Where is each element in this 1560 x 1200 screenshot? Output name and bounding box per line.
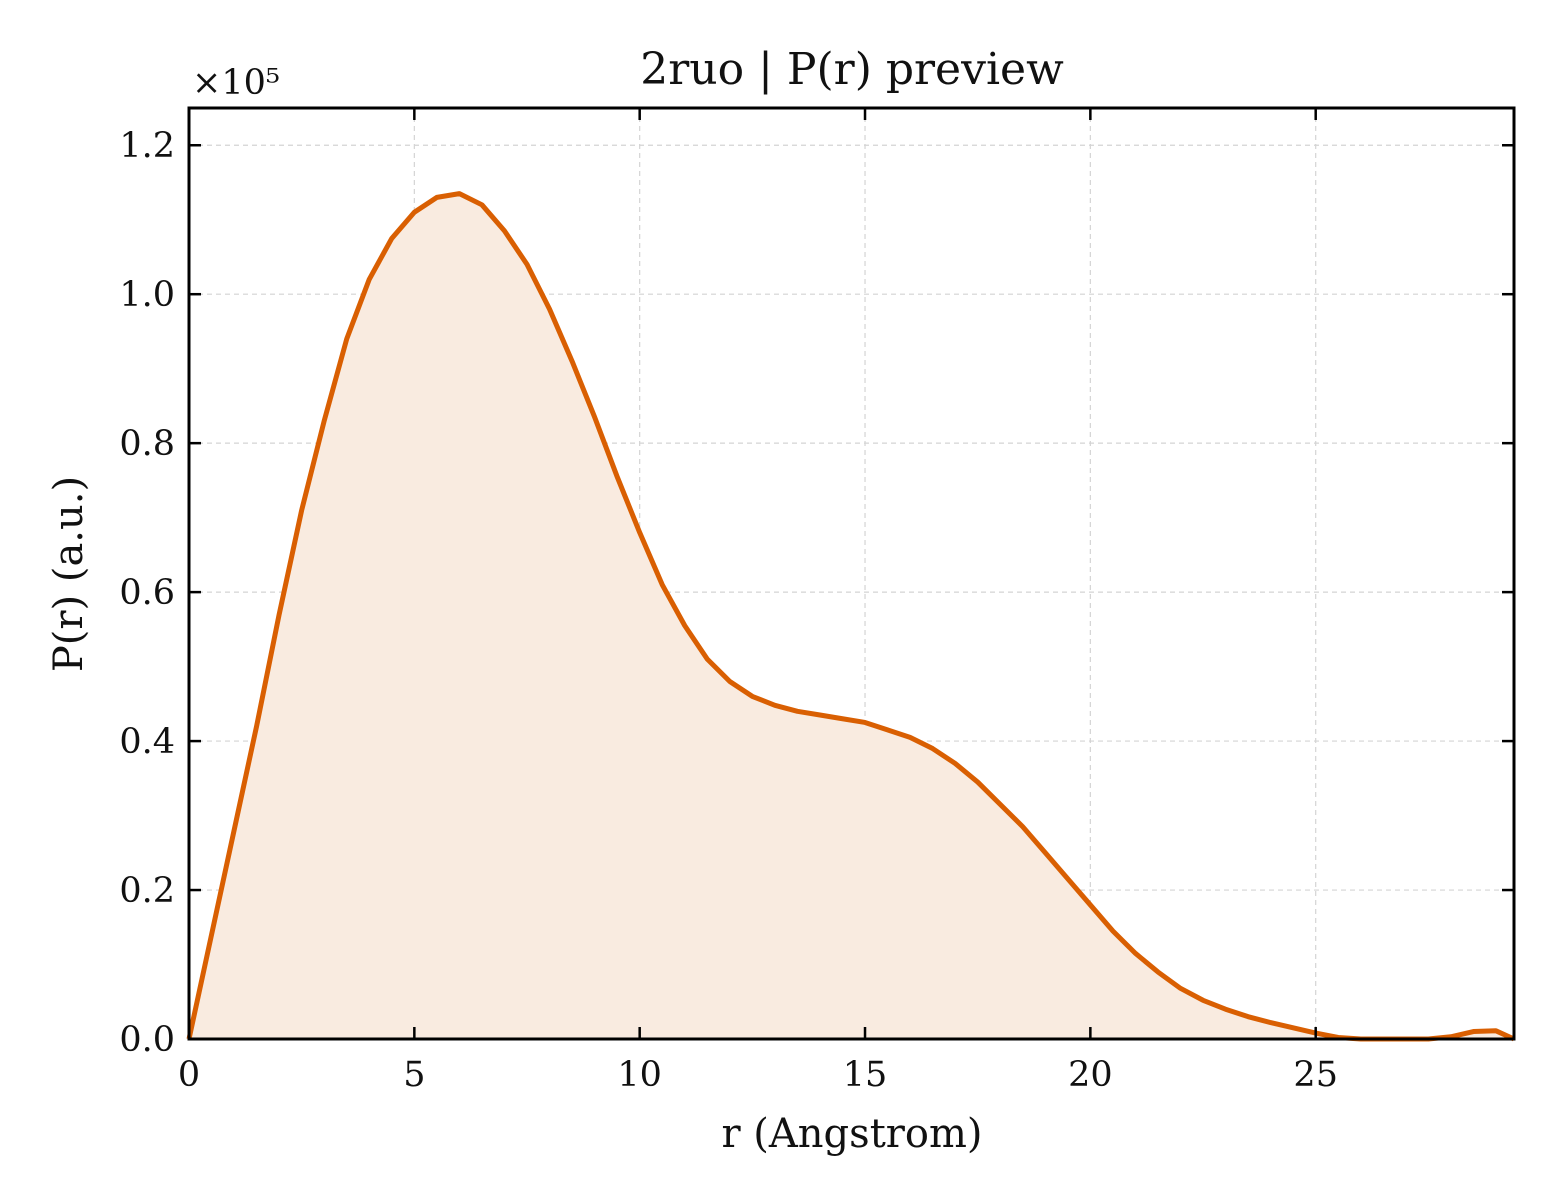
x-tick-label: 5 xyxy=(403,1055,425,1095)
chart-title: 2ruo | P(r) preview xyxy=(640,44,1064,95)
y-tick-label: 0.8 xyxy=(119,424,175,464)
x-axis-label: r (Angstrom) xyxy=(721,1111,982,1157)
y-axis-multiplier: ×10⁵ xyxy=(192,63,280,103)
x-tick-label: 25 xyxy=(1293,1055,1338,1095)
y-tick-label: 0.0 xyxy=(119,1020,175,1060)
x-tick-label: 10 xyxy=(617,1055,662,1095)
y-tick-label: 1.2 xyxy=(119,126,175,166)
plot-frame xyxy=(187,106,1516,1041)
y-tick-label: 1.0 xyxy=(119,275,175,315)
y-tick-label: 0.6 xyxy=(119,573,175,613)
x-tick-label: 20 xyxy=(1068,1055,1113,1095)
y-tick-label: 0.4 xyxy=(119,722,175,762)
x-tick-label: 0 xyxy=(178,1055,200,1095)
y-axis-ticks: 0.0 0.2 0.4 0.6 0.8 1.0 1.2 xyxy=(119,126,1514,1060)
x-tick-label: 15 xyxy=(843,1055,888,1095)
y-axis-label: P(r) (a.u.) xyxy=(46,476,92,672)
series-area-fill xyxy=(189,193,1514,1039)
x-axis-ticks: 0 5 10 15 20 25 xyxy=(178,108,1338,1095)
y-tick-label: 0.2 xyxy=(119,871,175,911)
series-line xyxy=(186,191,1516,1042)
